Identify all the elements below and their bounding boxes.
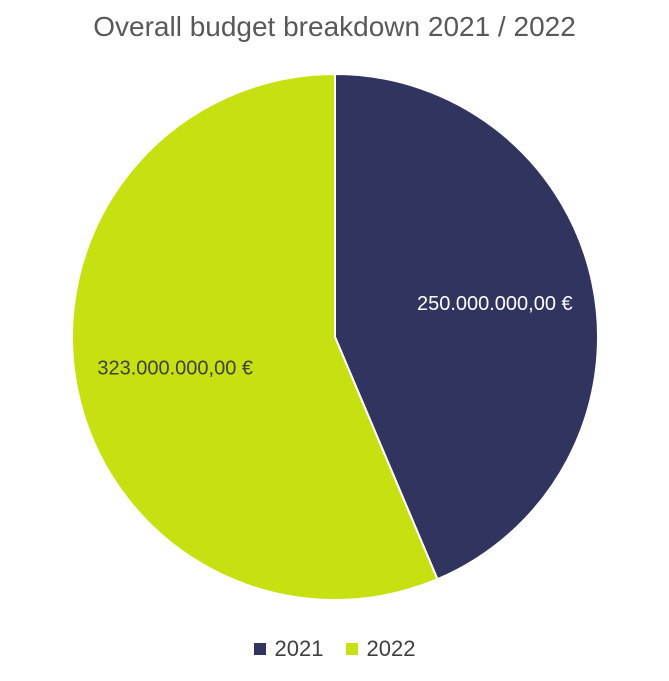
data-label-2022: 323.000.000,00 € [97,358,253,380]
legend-item-2021[interactable]: 2021 [253,636,324,662]
pie-slice-2021[interactable] [334,72,599,581]
legend: 2021 2022 [0,636,669,662]
pie-slice-2022[interactable] [71,72,439,601]
pie-data-labels: 250.000.000,00 € 323.000.000,00 € [97,293,572,380]
chart-title: Overall budget breakdown 2021 / 2022 [93,11,576,42]
legend-item-2022[interactable]: 2022 [345,636,416,662]
legend-label-2022: 2022 [366,636,416,661]
pie-slices [71,72,599,601]
legend-swatch-2021 [253,643,266,655]
legend-label-2021: 2021 [274,636,324,661]
data-label-2021: 250.000.000,00 € [417,293,573,315]
legend-swatch-2022 [345,643,358,655]
